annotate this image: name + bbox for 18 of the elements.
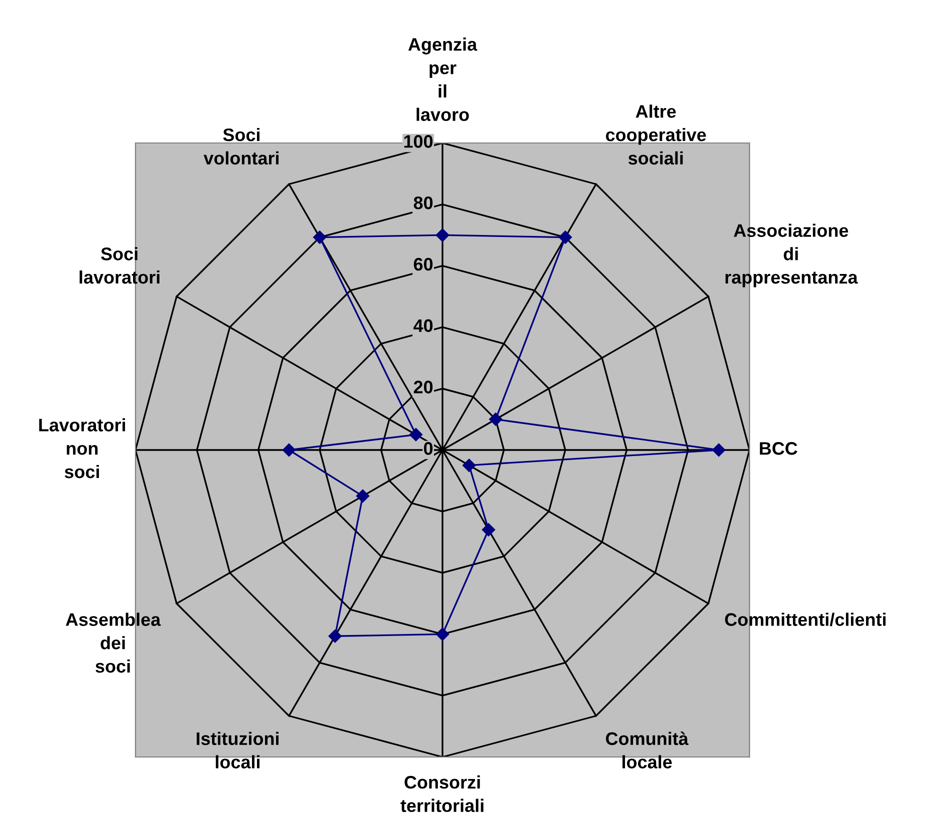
y-tick-label: 80 xyxy=(414,196,433,210)
y-tick-label: 0 xyxy=(424,442,433,455)
spoke-label: BCC xyxy=(760,442,798,455)
y-tick-label: 40 xyxy=(413,319,433,332)
spoke-label: Soci volontari xyxy=(204,128,279,165)
spoke-label: Altre cooperative sociali xyxy=(606,104,706,165)
spoke-label: Associazione di rappresentanza xyxy=(726,224,858,288)
y-tick-label: 100 xyxy=(404,135,433,148)
spoke-label: Committenti/clienti xyxy=(725,612,886,626)
spoke-label: Istituzioni locali xyxy=(196,732,279,768)
y-tick-label: 20 xyxy=(414,380,433,394)
spoke-label: Agenzia per il lavoro xyxy=(408,38,478,122)
spoke-label: Assemblea dei soci xyxy=(66,612,161,673)
spoke-label: Comunità locale xyxy=(606,732,689,768)
spoke-label: Consorzi territoriali xyxy=(400,775,484,812)
spoke-label: Soci lavoratori xyxy=(80,247,160,284)
y-tick-label: 60 xyxy=(414,258,433,271)
spoke-label: Lavoratori non soci xyxy=(39,418,126,478)
